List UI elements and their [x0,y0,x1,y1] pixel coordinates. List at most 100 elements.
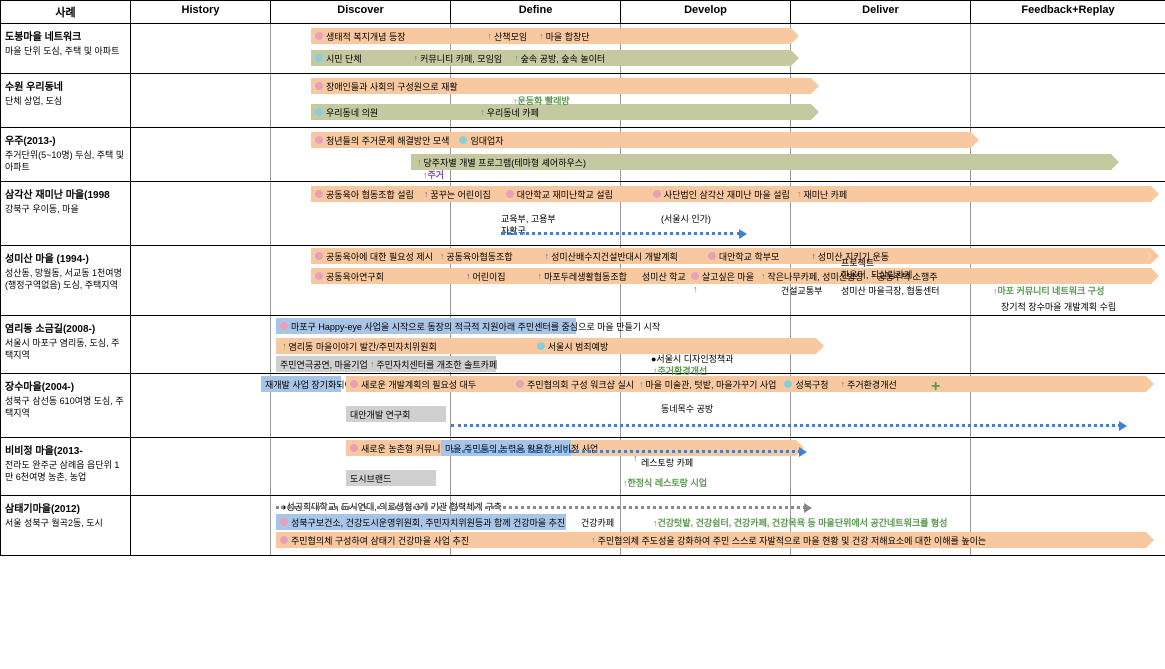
dashed-arrow [501,232,741,235]
bar-text: 성미산 학교 [642,270,686,283]
bar-text: 숲속 공방, 숲속 놀이터 [521,52,606,65]
marker-dot [315,32,323,40]
arrow-up-icon: ↑ [761,271,766,281]
bar-text: 서울시 범죄예방 [548,340,608,353]
row-label: 도봉마을 네트워크마을 단위 도심, 주택 및 아파트 [1,24,131,74]
row-label: 성미산 마을 (1994-) 성산동, 망월동, 서교동 1천여명(행정구역없음)… [1,246,131,316]
timeline-bar: ↑당주자별 개별 프로그램(테마형 셰어하우스) [411,154,1111,170]
bar-text: 대안학교 재미난학교 설립 [517,188,613,201]
bar-text: 성미산배수지건설반대시 개발계획 [551,250,678,263]
plus-icon: + [931,378,940,396]
bar-text: 살고싶은 마을 [702,270,754,283]
annotation-text: ↑건강텃밭, 건강쉼터, 건강카페, 건강목욕 등 마을단위에서 공간네트워크를… [653,516,947,529]
annotation-text: 장기적 장수마을 개발계획 수립 [1001,300,1116,313]
column-header: Develop [621,1,791,24]
bar-text: 대안학교 학부모 [719,250,779,263]
marker-dot [708,252,716,260]
bar-text: 공동육아협동조합 [446,250,512,263]
annotation-text: 건강카페 [581,516,614,529]
marker-dot [315,82,323,90]
row-label: 우주(2013-)주거단위(5~10명) 두심, 주택 및 아파트 [1,128,131,182]
timeline-cell: 공동육아에 대한 필요성 제시↑공동육아협동조합↑성미산배수지건설반대시 개발계… [131,246,1165,316]
marker-dot [315,108,323,116]
timeline-cell: 장애인들과 사회의 구성원으로 재활우리동네 의원↑우리동네 카페↑운동화 빨래… [131,74,1165,128]
arrow-up-icon: ↑ [591,535,596,545]
row-title: 장수마을(2004-) [5,378,126,393]
bar-text: 마포구 Happy-eye 사업을 시작으로 동장의 적극적 지원아래 주민센터… [291,320,660,333]
bar-text: 어린이집 [472,270,505,283]
timeline-bar: 재개발 사업 장기화되어 복합적 문제 발생 [261,376,341,392]
row-title: 성미산 마을 (1994-) [5,250,126,265]
arrow-up-icon: ↑ [797,189,802,199]
column-header: Define [451,1,621,24]
bar-text: 대안개발 연구회 [350,408,410,421]
marker-dot [506,190,514,198]
bar-text: 새로운 개발계획의 필요성 대두 [361,378,476,391]
row-label: 염리동 소금길(2008-) 서울시 마포구 염리동, 도심, 주택지역 [1,316,131,374]
row-subtitle: 서울시 마포구 염리동, 도심, 주택지역 [5,338,126,361]
timeline-cell: 청년들의 주거문제 해결방안 모색임대업자↑당주자별 개별 프로그램(테마형 셰… [131,128,1165,182]
timeline-cell: 새로운 농촌형 커뮤니티 모색마을 주민들의 농력을 활용한 비비정 사업도시브… [131,438,1165,496]
timeline-bar: 마포구 Happy-eye 사업을 시작으로 동장의 적극적 지원아래 주민센터… [276,318,576,334]
column-header: Deliver [791,1,971,24]
timeline-cell: 재개발 사업 장기화되어 복합적 문제 발생 새로운 개발계획의 필요성 대두 주민… [131,374,1165,438]
column-header: Discover [271,1,451,24]
annotation-text: ↑ [693,284,698,294]
timeline-bar: 도시브랜드 [346,470,436,486]
row-label: 수원 우리동네단체 상업, 도심 [1,74,131,128]
marker-dot [691,272,699,280]
arrow-up-icon: ↑ [539,31,544,41]
timeline-bar: 장애인들과 사회의 구성원으로 재활 [311,78,811,94]
arrow-up-icon: ↑ [417,157,422,167]
annotation-text: ↑ [633,453,638,463]
bar-text: 산책모임 [494,30,527,43]
bar-text: 주민자치센터를 개조한 솔트카페 [376,358,497,371]
marker-dot [516,380,524,388]
timeline-bar: 시민 단체↑커뮤니티 카페, 모임임↑숲속 공방, 숲속 놀이터 [311,50,791,66]
bar-text: 주민협의체 주도성을 강화하여 주민 스스로 자발적으로 마을 현황 및 건강 … [598,534,987,547]
bar-text: 재미난 카페 [803,188,847,201]
annotation-text: 성미산 마을극장, 협동센터 [841,284,940,297]
marker-dot [280,536,288,544]
bar-text: 주민협의회 구성 워크샵 실시 [527,378,634,391]
timeline-bar: 대안개발 연구회 [346,406,446,422]
marker-dot [350,380,358,388]
arrow-up-icon: ↑ [639,379,644,389]
row-subtitle: 성북구 삼선동 610여명 도심, 주택지역 [5,396,126,419]
annotation-text: 한울터, 되살림가게, [841,268,915,281]
bar-text: 염리동 마을이야기 발간/주민자치위원회 [289,340,437,353]
arrow-up-icon: ↑ [545,251,550,261]
row-title: 비비정 마을(2013- [5,442,126,457]
bar-text: 성북구청 [795,378,828,391]
dashed-arrow [451,424,1121,427]
arrow-up-icon: ↑ [370,359,375,369]
arrow-up-icon: ↑ [841,379,846,389]
arrow-up-icon: ↑ [414,53,419,63]
row-subtitle: 성산동, 망월동, 서교동 1천여명(행정구역없음) 도심, 주택지역 [5,268,126,291]
arrow-up-icon: ↑ [466,271,471,281]
timeline-cell: 생태적 복지개념 등장↑산책모임↑마을 합창단시민 단체↑커뮤니티 카페, 모임… [131,24,1165,74]
bar-text: 마을 합창단 [546,30,590,43]
annotation-text: 동네목수 공방 [661,402,713,415]
timeline-cell: 성북구보건소, 건강도시운영위원회, 주민자치위원등과 함께 건강마을 추진주민… [131,496,1165,556]
arrow-up-icon: ↑ [488,31,493,41]
annotation-text: ↑주거 [423,168,444,181]
bar-text: 성북구보건소, 건강도시운영위원회, 주민자치위원등과 함께 건강마을 추진 [291,516,565,529]
marker-dot [315,136,323,144]
marker-dot [784,380,792,388]
bar-text: 우리동네 카페 [487,106,539,119]
row-title: 도봉마을 네트워크 [5,28,126,43]
row-title: 염리동 소금길(2008-) [5,320,126,335]
bar-text: 공동육아연구회 [326,270,384,283]
bar-text: 커뮤니티 카페, 모임임 [420,52,502,65]
marker-dot [315,252,323,260]
bar-text: 꿈꾸는 어린이집 [430,188,490,201]
bar-text: 시민 단체 [326,52,362,65]
arrow-up-icon: ↑ [811,251,816,261]
row-label: 장수마을(2004-) 성북구 삼선동 610여명 도심, 주택지역 [1,374,131,438]
annotation-text: 레스토랑 카페 [641,456,693,469]
row-title: 삼각산 재미난 마을(1998 [5,186,126,201]
bar-text: 당주자별 개별 프로그램(테마형 셰어하우스) [424,156,587,169]
timeline-cell: 마포구 Happy-eye 사업을 시작으로 동장의 적극적 지원아래 주민센터… [131,316,1165,374]
arrow-up-icon: ↑ [424,189,429,199]
